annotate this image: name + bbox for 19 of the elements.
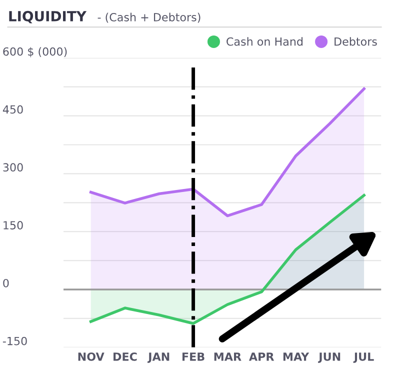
legend-label: Cash on Hand bbox=[226, 37, 303, 46]
y-tick-label: 150 bbox=[4, 221, 23, 230]
y-tick-label: 300 bbox=[3, 163, 23, 172]
y-tick-label: 0 bbox=[3, 278, 9, 288]
x-tick-label: DEC bbox=[114, 352, 137, 361]
chart-subtitle: - (Cash + Debtors) bbox=[98, 12, 200, 23]
x-tick-label: JUL bbox=[353, 352, 374, 363]
y-tick-label: 450 bbox=[2, 105, 23, 114]
legend-label: Debtors bbox=[334, 37, 377, 46]
x-tick-label: JAN bbox=[148, 352, 170, 363]
y-tick-label: 600 $ (000) bbox=[3, 47, 67, 58]
x-tick-label: FEB bbox=[182, 352, 204, 361]
x-tick-label: MAR bbox=[214, 352, 242, 361]
x-tick-label: APR bbox=[249, 352, 274, 361]
x-tick-label: MAY bbox=[283, 352, 310, 361]
y-tick-label: -150 bbox=[2, 336, 27, 346]
chart-title: LIQUIDITY bbox=[9, 10, 87, 24]
x-tick-label: JUN bbox=[318, 352, 340, 363]
x-tick-label: NOV bbox=[78, 352, 104, 361]
